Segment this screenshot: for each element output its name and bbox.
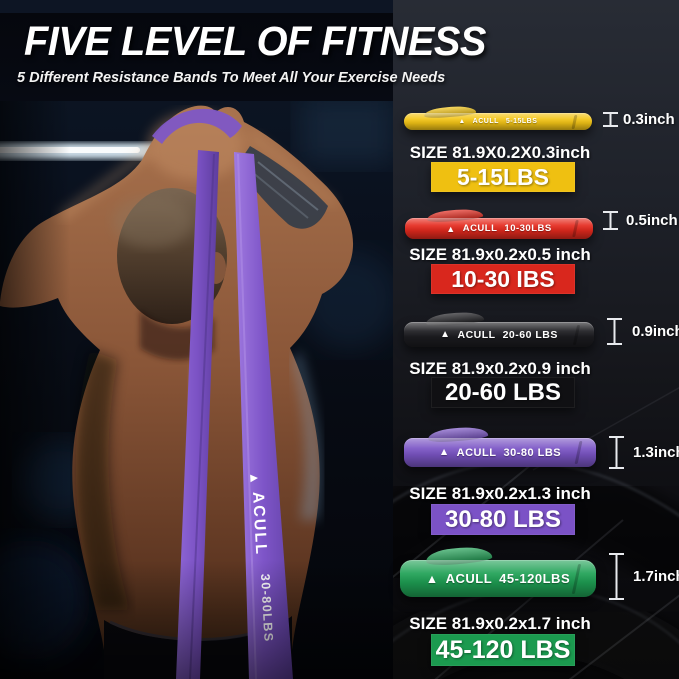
thickness-label: 1.3inch (633, 444, 679, 461)
weight-badge: 10-30 IBS (431, 264, 575, 294)
resistance-band-graphic: ▲ ACULL 10-30LBS (405, 207, 593, 239)
weight-badge-label: 10-30 IBS (451, 265, 555, 292)
weight-badge-label: 5-15LBS (456, 163, 550, 190)
resistance-band-graphic: ▲ ACULL 45-120LBS (400, 545, 596, 597)
thickness-ruler-icon (607, 318, 622, 345)
acull-logo-icon: ▲ (425, 571, 439, 586)
acull-logo-icon: ▲ (446, 223, 456, 234)
band-strand-right (234, 152, 293, 679)
resistance-band-graphic: ▲ ACULL 5-15LBS (404, 104, 592, 130)
weight-badge: 45-120 LBS (431, 634, 575, 666)
weight-badge: 30-80 LBS (431, 504, 575, 535)
resistance-band-graphic: ▲ ACULL 30-80 LBS (404, 425, 596, 467)
thickness-ruler-icon (609, 436, 624, 469)
thickness-ruler-icon (603, 211, 618, 230)
band-brand: ACULL (456, 446, 497, 459)
size-label: SIZE 81.9X0.2X0.3inch (409, 143, 591, 162)
thickness-ruler-icon (609, 553, 624, 600)
thickness-label: 0.9inch (632, 323, 679, 340)
photo-band-brand: ACULL (249, 491, 269, 556)
thickness-label: 0.5inch (626, 212, 678, 229)
acull-logo-icon: ▲ (247, 471, 263, 485)
band-brand: ACULL (462, 223, 498, 234)
weight-badge: 20-60 LBS (431, 377, 575, 408)
acull-logo-icon: ▲ (440, 329, 451, 340)
weight-badge-label: 45-120 LBS (435, 635, 571, 664)
acull-logo-icon: ▲ (438, 447, 450, 458)
size-label: SIZE 81.9x0.2x0.5 inch (409, 245, 591, 264)
tattoo (238, 146, 328, 229)
resistance-band-graphic: ▲ ACULL 20-60 LBS (404, 310, 594, 347)
band-brand: ACULL (457, 328, 496, 341)
band-weight-print: 30-80 LBS (503, 446, 562, 459)
acull-logo-icon: ▲ (458, 118, 466, 125)
size-label: SIZE 81.9x0.2x1.7 inch (409, 614, 591, 633)
weight-badge-label: 30-80 LBS (444, 505, 562, 533)
weight-badge-label: 20-60 LBS (444, 378, 562, 406)
header-band (0, 13, 393, 101)
band-brand: ACULL (472, 118, 499, 125)
weight-badge: 5-15LBS (431, 162, 575, 192)
thickness-label: 0.3inch (623, 111, 675, 128)
band-brand: ACULL (445, 571, 493, 586)
thickness-ruler-icon (603, 112, 618, 127)
band-weight-print: 10-30LBS (504, 223, 552, 234)
band-loop-over-hands (152, 108, 242, 144)
band-weight-print: 45-120LBS (499, 571, 571, 586)
band-weight-print: 5-15LBS (505, 118, 538, 125)
page-title: FIVE LEVEL OF FITNESS (24, 18, 486, 64)
size-label: SIZE 81.9x0.2x0.9 inch (409, 359, 591, 378)
top-strip (0, 0, 393, 13)
page-subtitle: 5 Different Resistance Bands To Meet All… (17, 70, 446, 86)
size-label: SIZE 81.9x0.2x1.3 inch (409, 484, 591, 503)
band-weight-print: 20-60 LBS (502, 328, 558, 341)
